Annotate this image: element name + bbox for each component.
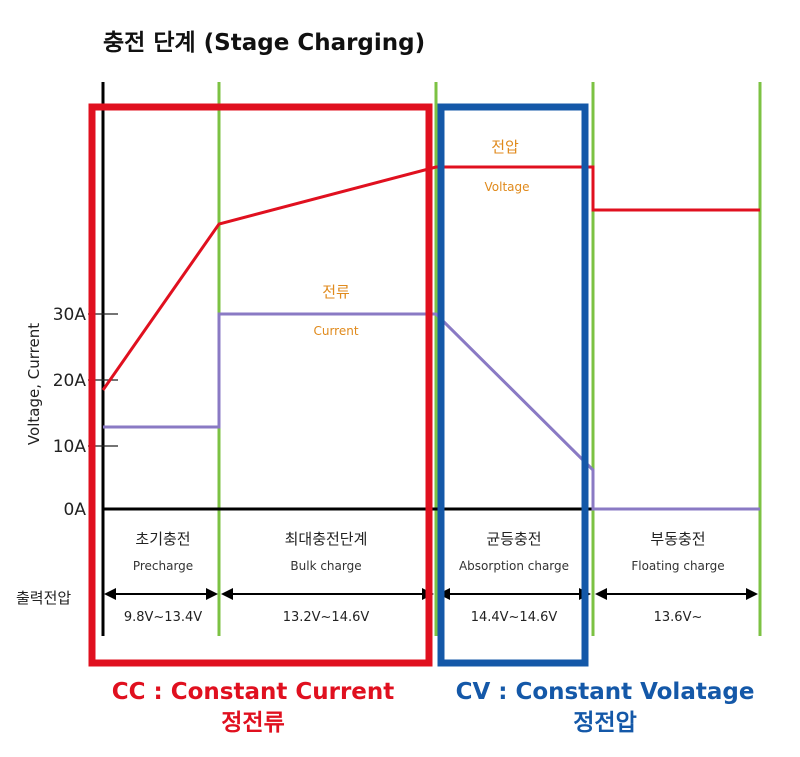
range-arrows [104, 588, 758, 600]
tick-label-10a: 10A [53, 437, 87, 457]
stage-name-en-precharge: Precharge [133, 559, 193, 573]
tick-label-20a: 20A [53, 371, 87, 391]
range-bulk: 13.2V~14.6V [283, 610, 370, 625]
cv-caption-korean: 정전압 [573, 710, 636, 736]
stage-name-en-bulk: Bulk charge [290, 559, 361, 573]
voltage-curve [101, 165, 760, 391]
cc-caption: CC : Constant Current [112, 679, 395, 705]
stage-dividers [217, 82, 762, 636]
stage-name-bulk: 최대충전단계 [285, 530, 368, 548]
tick-label-0a: 0A [64, 500, 87, 520]
range-floating: 13.6V~ [654, 610, 703, 625]
stage-name-en-absorption: Absorption charge [459, 559, 569, 573]
stage-name-en-floating: Floating charge [631, 559, 724, 573]
tick-label-30a: 30A [53, 305, 87, 325]
cv-region-box [437, 103, 589, 667]
arrowhead-left [104, 588, 116, 600]
y-axis-label: Voltage, Current [25, 323, 43, 445]
cv-caption: CV : Constant Volatage [456, 679, 755, 705]
stage-name-floating: 부동충전 [650, 530, 705, 548]
range-precharge: 9.8V~13.4V [124, 610, 202, 625]
cc-caption-korean: 정전류 [221, 710, 284, 736]
stage-name-precharge: 초기충전 [135, 530, 190, 548]
diagram-title: 충전 단계 (Stage Charging) [103, 30, 425, 56]
current-curve [103, 312, 760, 511]
current-label: 전류 [322, 283, 350, 301]
arrowhead-right [206, 588, 218, 600]
range-absorption: 14.4V~14.6V [471, 610, 558, 625]
voltage-label: 전압 [491, 138, 519, 156]
voltage-label-en: Voltage [484, 180, 529, 194]
current-label-en: Current [313, 324, 358, 338]
cc-region-box [88, 103, 433, 667]
arrowhead-right [746, 588, 758, 600]
arrowhead-left [221, 588, 233, 600]
arrowhead-left [595, 588, 607, 600]
output-voltage-label: 출력전압 [16, 589, 71, 607]
stage-name-absorption: 균등충전 [486, 530, 541, 548]
